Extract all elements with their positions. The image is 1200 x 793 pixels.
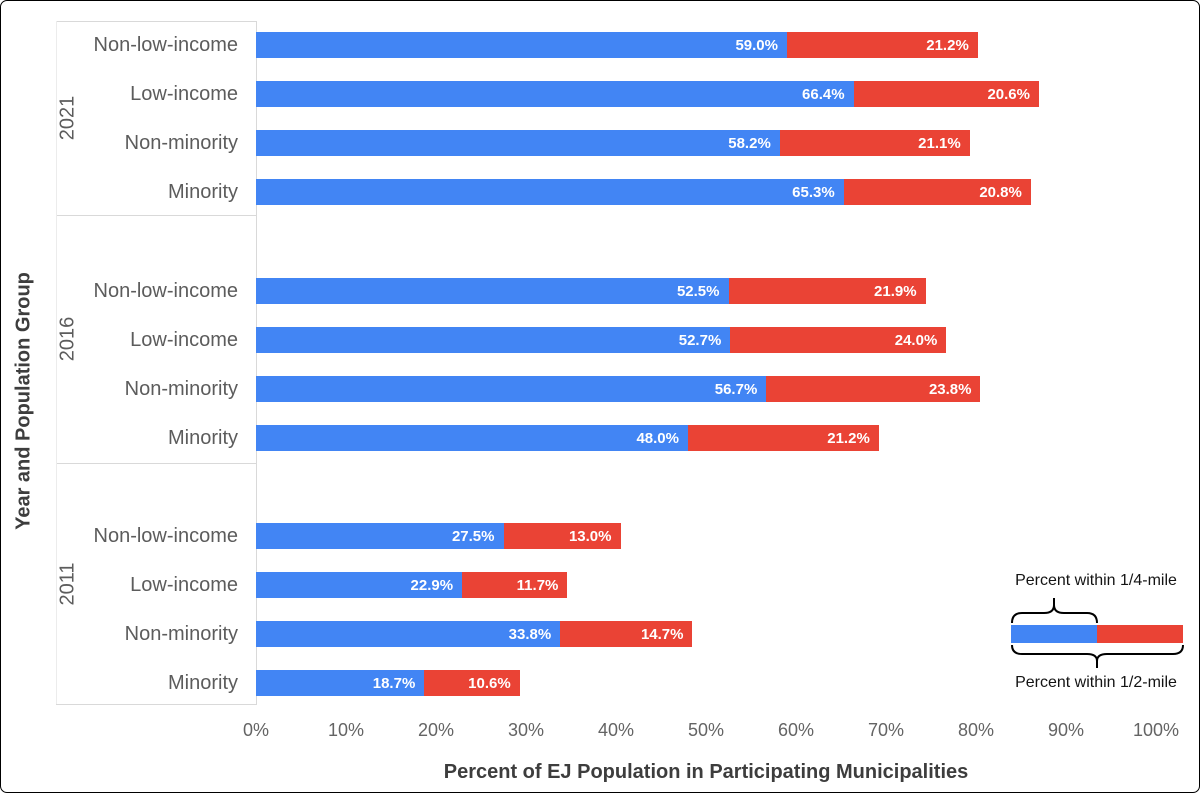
x-tick-label: 40% [597,720,635,740]
bar-value-label: 22.9% [410,576,454,594]
bar-value-label: 27.5% [451,527,495,545]
category-label: Non-minority [124,623,238,645]
legend-half-mile-swatch [1097,625,1183,643]
category-label: Low-income [130,83,238,105]
bar-value-label: 21.2% [926,36,969,54]
bar-value-label: 20.8% [979,183,1022,201]
legend-quarter-mile-label: Percent within 1/4-mile [1015,572,1177,589]
category-label: Non-low-income [93,525,239,547]
brace-half-mile-icon [1011,644,1184,668]
bar-value-label: 65.3% [792,183,835,201]
category-label: Minority [167,427,238,449]
x-tick-label: 20% [417,720,455,740]
bar-segment-quarter-mile: 58.2% [256,130,780,156]
category-label: Non-low-income [93,34,239,56]
bar-value-label: 23.8% [928,380,972,398]
bar-segment-quarter-mile: 65.3% [256,179,844,205]
x-tick-label: 100% [1132,720,1180,740]
bar-segment-quarter-mile: 33.8% [256,621,561,647]
bar-value-label: 59.0% [735,36,778,54]
bar-segment-half-mile-additional: 14.7% [560,621,693,647]
bar-value-label: 14.7% [640,625,684,643]
bar-segment-half-mile-additional: 10.6% [424,670,520,696]
bar-segment-half-mile-additional: 13.0% [503,523,621,549]
bar-segment-quarter-mile: 27.5% [256,523,504,549]
bar-value-label: 11.7% [516,576,559,594]
bar-value-label: 20.6% [987,85,1030,103]
bar-segment-quarter-mile: 56.7% [256,376,767,402]
bar-segment-half-mile-additional: 23.8% [766,376,981,402]
legend-half-mile-label: Percent within 1/2-mile [1015,674,1177,691]
bar-segment-quarter-mile: 66.4% [256,81,854,107]
bar-segment-half-mile-additional: 20.8% [843,179,1031,205]
category-label: Low-income [130,329,238,351]
category-label: Minority [167,672,238,694]
bar-segment-quarter-mile: 48.0% [256,425,688,451]
category-label: Low-income [130,574,238,596]
x-tick-label: 70% [867,720,905,740]
bar-value-label: 10.6% [468,674,511,692]
bar-segment-half-mile-additional: 24.0% [730,327,947,353]
x-tick-label: 80% [957,720,995,740]
bar-value-label: 21.9% [874,282,917,300]
bar-segment-quarter-mile: 59.0% [256,32,787,58]
brace-quarter-mile-icon [1011,598,1098,624]
legend-sample-bar [1011,625,1183,643]
category-label: Minority [167,181,238,203]
category-label: Non-minority [124,132,238,154]
bar-segment-half-mile-additional: 11.7% [462,572,568,598]
y-axis-line [256,21,257,704]
bar-value-label: 66.4% [802,85,845,103]
label-box-left-border [56,21,57,704]
bar-segment-half-mile-additional: 21.9% [728,278,926,304]
bar-value-label: 21.2% [827,429,870,447]
category-label: Non-low-income [93,280,239,302]
category-label: Non-minority [124,378,238,400]
x-tick-label: 60% [777,720,815,740]
x-tick-label: 50% [687,720,725,740]
bar-segment-half-mile-additional: 21.1% [779,130,970,156]
x-axis-title: Percent of EJ Population in Participatin… [443,761,969,783]
x-tick-label: 30% [507,720,545,740]
bar-segment-quarter-mile: 52.7% [256,327,731,353]
bar-value-label: 33.8% [508,625,552,643]
bar-value-label: 56.7% [714,380,758,398]
panel-divider-2021-2016 [56,215,257,216]
label-box-top-border [56,21,257,22]
bar-segment-quarter-mile: 52.5% [256,278,729,304]
y-axis-title: Year and Population Group [12,272,35,530]
legend-quarter-mile-swatch [1011,625,1097,643]
x-tick-label: 0% [242,720,270,740]
bar-segment-half-mile-additional: 21.2% [688,425,879,451]
bar-segment-quarter-mile: 22.9% [256,572,463,598]
bar-value-label: 24.0% [894,331,938,349]
bar-value-label: 18.7% [372,674,416,692]
bar-value-label: 52.5% [676,282,720,300]
panel-divider-2016-2011 [56,463,257,464]
bar-value-label: 13.0% [568,527,612,545]
bar-value-label: 52.7% [678,331,722,349]
bar-value-label: 21.1% [918,134,961,152]
bar-value-label: 58.2% [728,134,771,152]
bar-segment-half-mile-additional: 20.6% [853,81,1039,107]
bar-segment-half-mile-additional: 21.2% [787,32,978,58]
bar-value-label: 48.0% [636,429,679,447]
x-tick-label: 90% [1047,720,1085,740]
x-tick-label: 10% [327,720,365,740]
label-box-bottom-border [56,704,257,705]
bar-segment-quarter-mile: 18.7% [256,670,425,696]
